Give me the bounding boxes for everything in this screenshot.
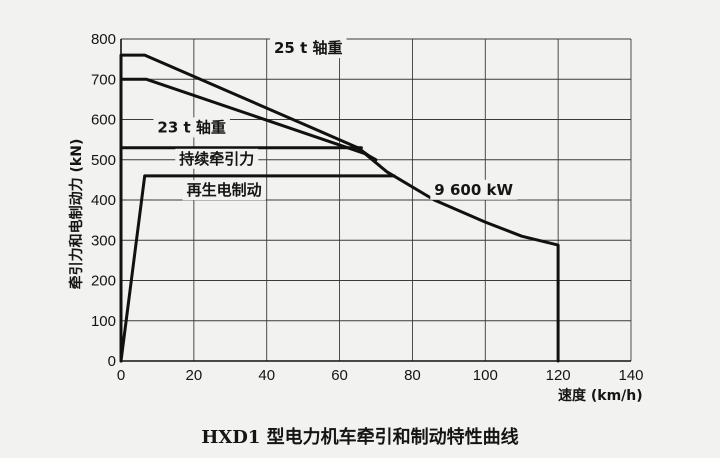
y-tick-label: 200 bbox=[91, 273, 116, 290]
curve-label-4: 再生电制动 bbox=[187, 181, 262, 199]
series-line-1 bbox=[119, 53, 371, 363]
curve-label-5: 9 600 kW bbox=[434, 181, 513, 199]
series-line-5 bbox=[119, 174, 396, 363]
curve-label-backing bbox=[270, 38, 347, 59]
x-tick-label: 140 bbox=[618, 367, 643, 384]
curve-label-backing bbox=[153, 117, 230, 138]
x-tick-label: 120 bbox=[546, 367, 571, 384]
x-tick-label: 40 bbox=[258, 367, 275, 384]
curve-label-1: 25 t 轴重 bbox=[274, 39, 343, 57]
y-tick-label: 400 bbox=[91, 192, 116, 209]
x-tick-label: 100 bbox=[473, 367, 498, 384]
y-tick-label: 500 bbox=[91, 152, 116, 169]
chart-caption: HXD1 型电力机车牵引和制动特性曲线 bbox=[201, 426, 518, 448]
y-axis-label: 牵引力和电制动力 (kN) bbox=[68, 139, 85, 290]
x-axis-label: 速度 (km/h) bbox=[558, 387, 643, 404]
curve-label-2: 23 t 轴重 bbox=[157, 118, 226, 136]
series-line-4 bbox=[356, 146, 560, 363]
x-tick-label: 80 bbox=[404, 367, 421, 384]
curve-label-3: 持续牵引力 bbox=[179, 150, 254, 168]
x-tick-label: 20 bbox=[186, 367, 203, 384]
labels: 0 20 40 60 80 100 120 140 0 100 200 300 400 500 600 700… bbox=[91, 31, 644, 384]
curves bbox=[119, 53, 560, 363]
curve-label-backing bbox=[182, 180, 266, 201]
x-tick-label: 0 bbox=[117, 367, 125, 384]
y-tick-label: 700 bbox=[91, 71, 116, 88]
y-tick-label: 0 bbox=[108, 353, 116, 370]
y-tick-label: 100 bbox=[91, 313, 116, 330]
y-tick-label: 600 bbox=[91, 112, 116, 129]
curve-label-backing bbox=[430, 179, 518, 200]
x-tick-label: 60 bbox=[331, 367, 348, 384]
y-tick-label: 800 bbox=[91, 31, 116, 48]
y-tick-label: 300 bbox=[91, 232, 116, 249]
curve-label-backing bbox=[175, 148, 259, 169]
